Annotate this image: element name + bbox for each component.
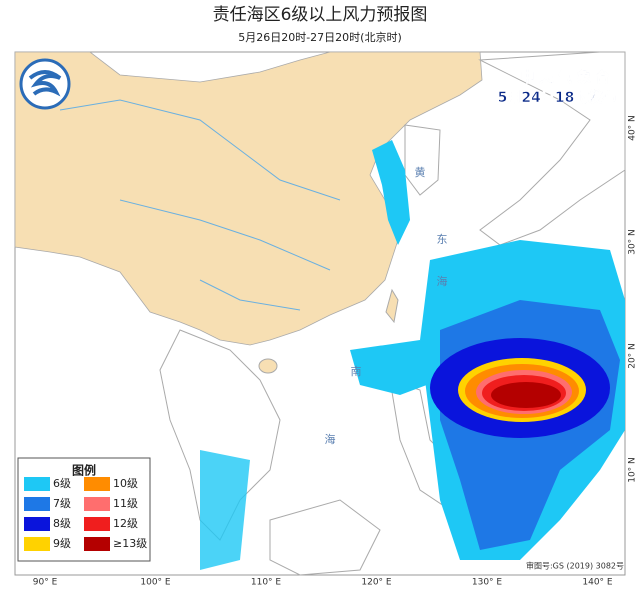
sea-label: 海 <box>437 274 448 288</box>
lat-label: 20° N <box>628 343 638 369</box>
taiwan <box>385 288 399 324</box>
wind-area <box>491 382 561 408</box>
legend-swatch <box>84 497 110 511</box>
subtitle: 5月26日20时-27日20时(北京时) <box>238 30 402 44</box>
legend-swatch <box>84 537 110 551</box>
title: 责任海区6级以上风力预报图 <box>213 5 428 25</box>
legend-label: 12级 <box>113 517 138 530</box>
legend-label: 7级 <box>53 497 71 510</box>
issue-time: 5月24日18时发布 <box>498 89 617 106</box>
legend-swatch <box>24 497 50 511</box>
legend-label: ≥13级 <box>113 537 147 550</box>
lon-label: 100° E <box>140 578 171 588</box>
sea-label: 黄 <box>415 165 426 179</box>
wind-areas <box>200 140 625 570</box>
legend-swatch <box>24 537 50 551</box>
borneo <box>269 499 381 576</box>
legend-title: 图例 <box>72 463 96 478</box>
wind-area <box>350 340 440 395</box>
lat-label: 30° N <box>628 229 638 255</box>
logo <box>19 58 71 110</box>
wind-area <box>200 450 250 570</box>
lat-label: 10° N <box>628 457 638 483</box>
sea-label: 南 <box>351 365 362 378</box>
wind-area <box>372 140 410 245</box>
legend-label: 11级 <box>113 497 138 510</box>
legend: 图例 6级 7级 8级 9级 10级 11级 12级 ≥13级 <box>17 457 151 562</box>
approval-number: 审图号:GS (2019) 3082号 <box>526 561 624 571</box>
legend-label: 6级 <box>53 477 71 490</box>
lon-label: 130° E <box>472 578 503 588</box>
legend-label: 8级 <box>53 517 71 530</box>
land <box>14 51 626 576</box>
lat-label: 40° N <box>628 115 638 141</box>
sea-label: 东 <box>437 233 448 246</box>
sea-label: 海 <box>325 432 336 446</box>
legend-swatch <box>84 517 110 531</box>
logo-mark <box>28 70 62 97</box>
hainan <box>258 358 278 374</box>
korea <box>404 124 441 196</box>
legend-swatch <box>24 517 50 531</box>
lon-label: 110° E <box>251 578 282 588</box>
lon-label: 90° E <box>33 578 58 588</box>
legend-swatch <box>24 477 50 491</box>
lon-label: 140° E <box>582 578 613 588</box>
legend-label: 9级 <box>53 537 71 550</box>
rivers <box>59 99 341 311</box>
legend-label: 10级 <box>113 477 138 490</box>
agency-name: 中 央 气 象 台 <box>520 69 610 86</box>
legend-swatch <box>84 477 110 491</box>
lon-label: 120° E <box>361 578 392 588</box>
